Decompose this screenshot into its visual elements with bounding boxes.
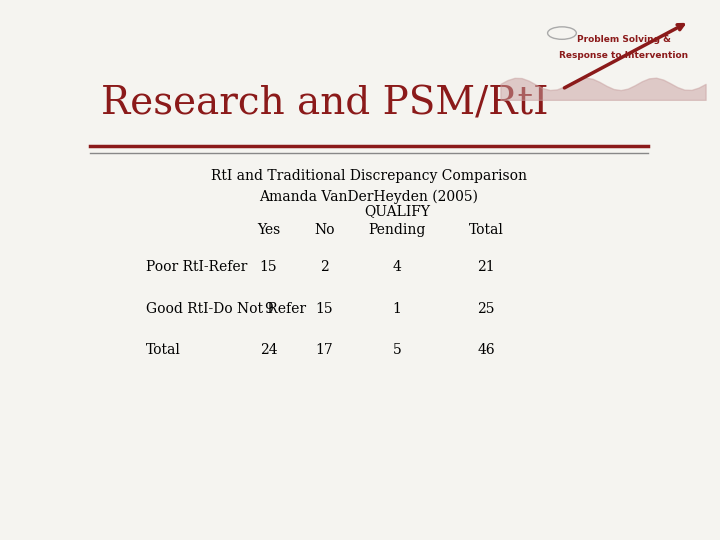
Text: 25: 25	[477, 302, 495, 316]
Text: Research and PSM/RtI: Research and PSM/RtI	[101, 85, 549, 123]
Text: 15: 15	[315, 302, 333, 316]
Text: 15: 15	[260, 260, 277, 274]
Text: 46: 46	[477, 343, 495, 357]
Text: Pending: Pending	[368, 223, 426, 237]
Text: 9: 9	[264, 302, 273, 316]
Text: Amanda VanDerHeyden (2005): Amanda VanDerHeyden (2005)	[259, 190, 479, 204]
Text: 21: 21	[477, 260, 495, 274]
Text: QUALIFY: QUALIFY	[364, 204, 430, 218]
Text: Response to Intervention: Response to Intervention	[559, 51, 688, 60]
Text: 1: 1	[392, 302, 401, 316]
Text: 2: 2	[320, 260, 329, 274]
Text: No: No	[314, 223, 335, 237]
Text: RtI and Traditional Discrepancy Comparison: RtI and Traditional Discrepancy Comparis…	[211, 168, 527, 183]
Text: Poor RtI-Refer: Poor RtI-Refer	[145, 260, 247, 274]
Text: Good RtI-Do Not Refer: Good RtI-Do Not Refer	[145, 302, 306, 316]
Text: Total: Total	[469, 223, 503, 237]
Text: Problem Solving &: Problem Solving &	[577, 35, 670, 44]
Text: 24: 24	[260, 343, 277, 357]
Text: 17: 17	[315, 343, 333, 357]
Text: 4: 4	[392, 260, 401, 274]
Text: 5: 5	[392, 343, 401, 357]
Text: Yes: Yes	[257, 223, 280, 237]
Text: Total: Total	[145, 343, 181, 357]
